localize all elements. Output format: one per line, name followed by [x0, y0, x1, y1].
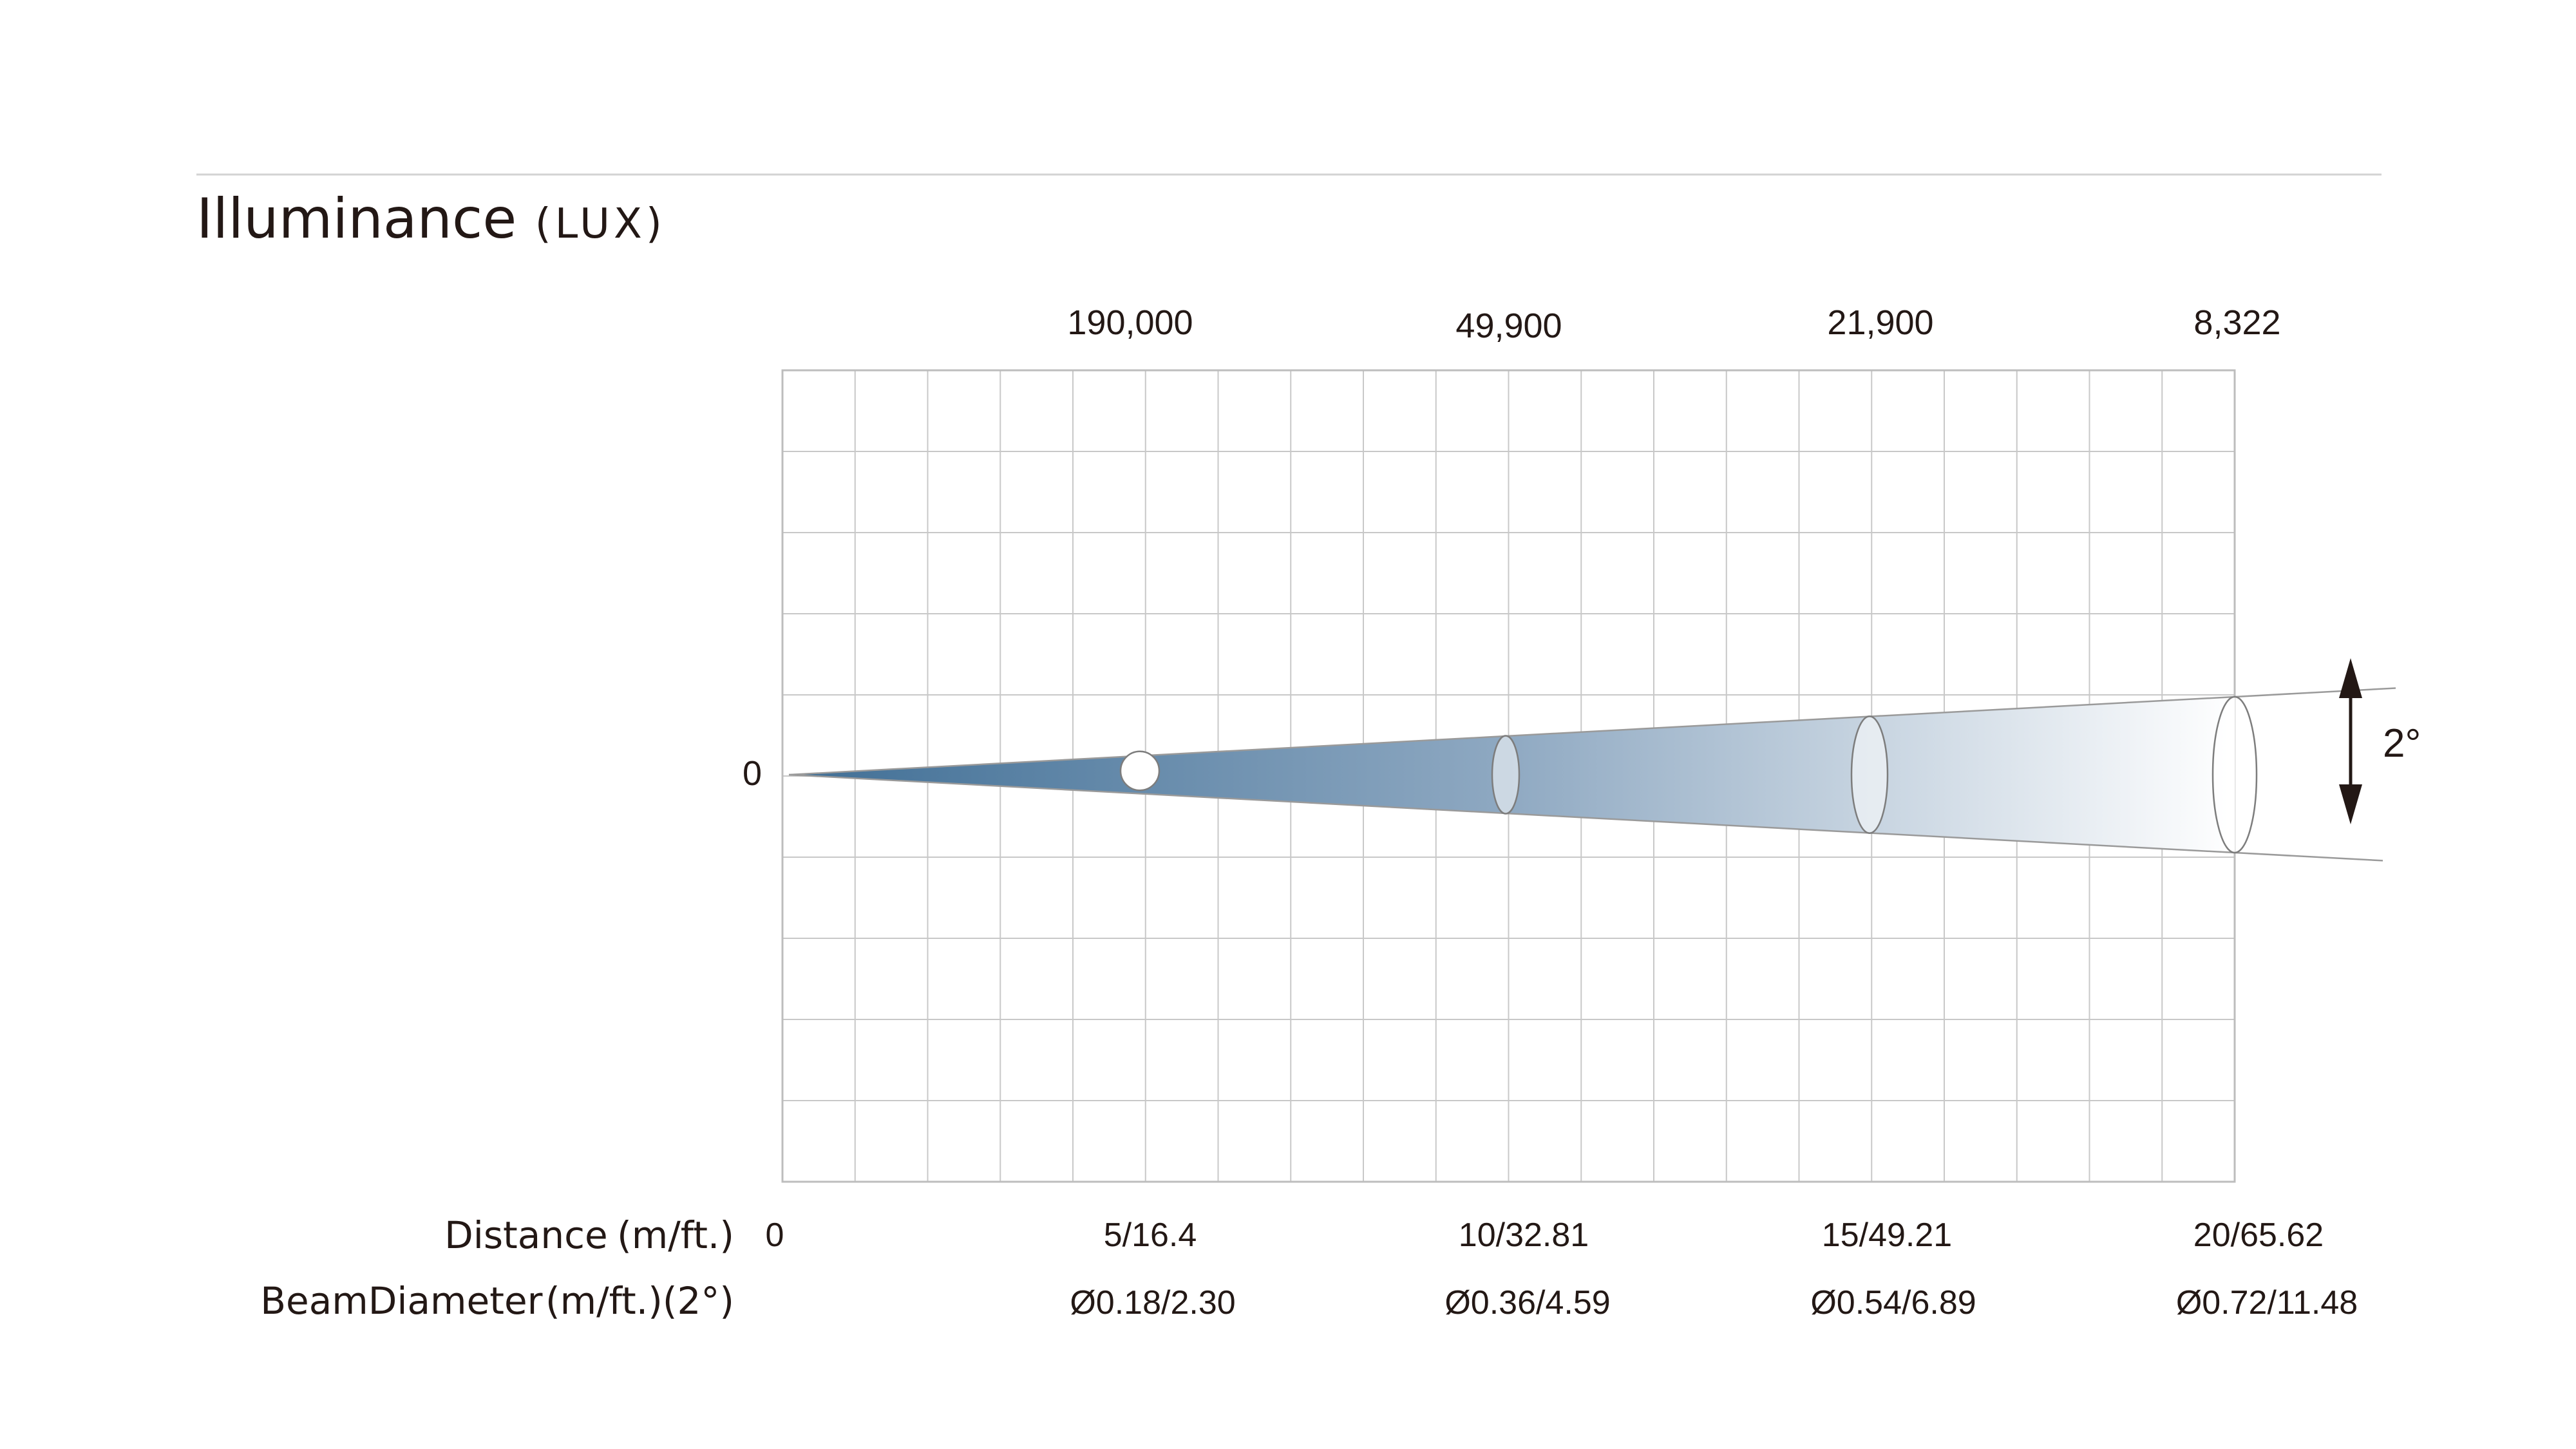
lux-value-label: 49,900 — [1455, 307, 1562, 345]
diameter-value-label: Ø0.18/2.30 — [1070, 1284, 1235, 1321]
distance-start-label: 0 — [766, 1217, 784, 1254]
lux-value-label: 21,900 — [1827, 303, 1933, 342]
distance-value-label: 20/65.62 — [2193, 1217, 2324, 1254]
diameter-value-label: Ø0.36/4.59 — [1444, 1284, 1610, 1321]
chart-title: Illuminance (LUX) — [196, 187, 666, 251]
angle-arrow-up-icon — [2339, 658, 2362, 698]
title-unit: (LUX) — [535, 200, 666, 248]
distance-value-label: 5/16.4 — [1104, 1217, 1197, 1254]
beam-edge-lower — [788, 773, 2383, 862]
angle-arrow-down-icon — [2339, 784, 2362, 824]
diameter-value-label: Ø0.54/6.89 — [1810, 1284, 1976, 1321]
beam-section-ellipse — [1119, 750, 1160, 791]
bottom-labels: 5/16.4 Ø0.18/2.30 10/32.81 Ø0.36/4.59 15/49.… — [1070, 1217, 2358, 1321]
origin-label: 0 — [743, 754, 762, 793]
diameter-label-unit: (m/ft.)(2°) — [545, 1279, 734, 1323]
diameter-row-label: BeamDiameter (m/ft.)(2°) — [260, 1279, 734, 1323]
lux-value-label: 8,322 — [2193, 303, 2280, 342]
distance-label-main: Distance — [444, 1213, 608, 1257]
beam-angle-label: 2° — [2383, 721, 2421, 766]
distance-label-unit: (m/ft.) — [617, 1213, 734, 1257]
beam-angle-indicator: 2° — [2339, 658, 2421, 824]
beam-edge-upper — [788, 687, 2396, 776]
beam-cone — [788, 687, 2396, 862]
diameter-label-main: BeamDiameter — [260, 1279, 542, 1323]
diameter-value-label: Ø0.72/11.48 — [2176, 1284, 2358, 1321]
beam-section-ellipse — [1491, 735, 1520, 815]
distance-value-label: 15/49.21 — [1822, 1217, 1952, 1254]
distance-value-label: 10/32.81 — [1459, 1217, 1589, 1254]
lux-value-label: 190,000 — [1067, 303, 1193, 342]
beam-section-ellipse — [1850, 715, 1889, 834]
beam-section-ellipse — [2211, 696, 2258, 854]
lux-labels: 190,000 49,900 21,900 8,322 — [1067, 303, 2280, 345]
distance-row-label: Distance (m/ft.) — [444, 1213, 734, 1257]
title-main: Illuminance — [196, 187, 516, 251]
